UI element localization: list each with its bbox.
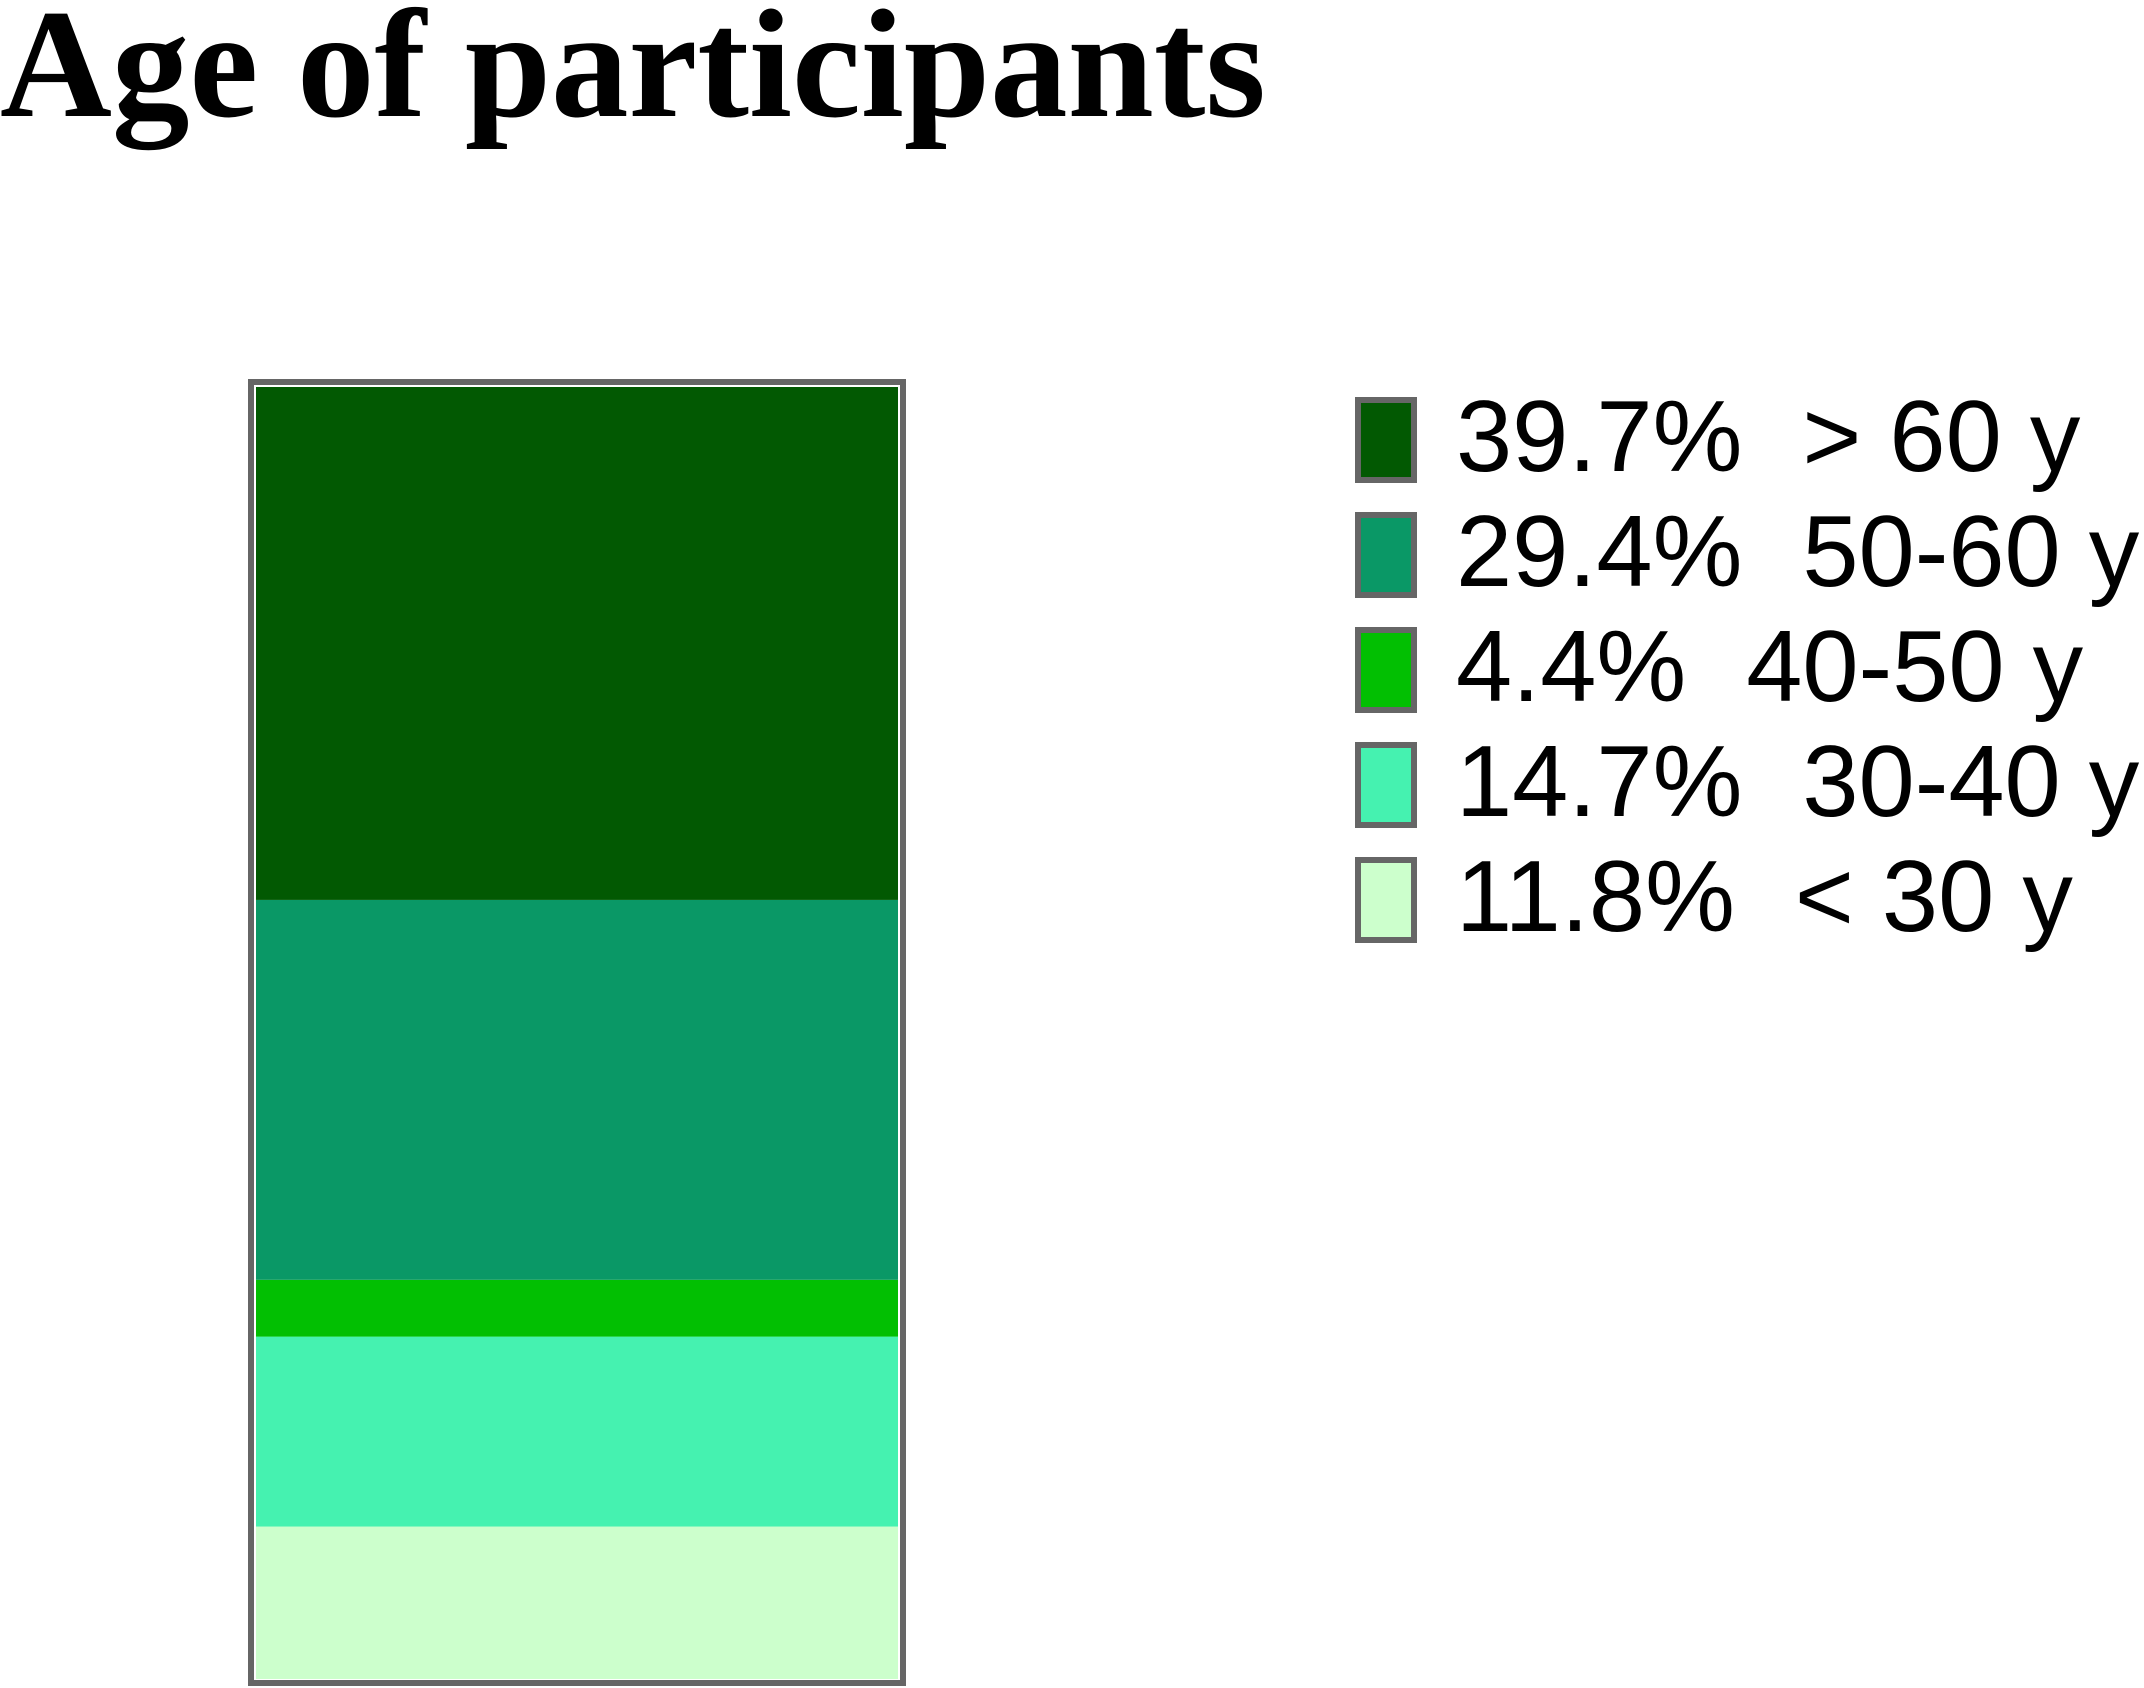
legend-name: < 30 y <box>1795 841 2073 953</box>
legend-swatch <box>1355 742 1417 828</box>
legend-name: 50-60 y <box>1802 496 2139 608</box>
legend-value-label: 11.8% <box>1456 841 1735 953</box>
bar-segment <box>256 1526 898 1679</box>
legend-swatch <box>1355 857 1417 943</box>
bar-segment <box>256 1279 898 1337</box>
bar-segment <box>256 899 898 1280</box>
legend-value-label: 4.4% <box>1456 611 1686 723</box>
legend-value-label: 29.4% <box>1456 496 1742 608</box>
legend-name: > 60 y <box>1802 381 2080 493</box>
legend-entry: 14.7% 30-40 y <box>1456 726 2140 838</box>
legend-value-label: 14.7% <box>1456 726 1742 838</box>
bar-segment <box>256 387 898 900</box>
chart-title: Age of participants <box>0 0 1266 150</box>
legend-entry: 4.4% 40-50 y <box>1456 611 2084 723</box>
bar-frame <box>248 379 906 1686</box>
legend-name: 40-50 y <box>1746 611 2083 723</box>
legend-entry: 39.7% > 60 y <box>1456 381 2081 493</box>
legend-swatch <box>1355 397 1417 483</box>
legend-entry: 29.4% 50-60 y <box>1456 496 2140 608</box>
legend-value-label: 39.7% <box>1456 381 1742 493</box>
bar-segment <box>256 1336 898 1527</box>
legend-entry: 11.8% < 30 y <box>1456 841 2073 953</box>
legend-name: 30-40 y <box>1802 726 2139 838</box>
legend-swatch <box>1355 627 1417 713</box>
legend-swatch <box>1355 512 1417 598</box>
